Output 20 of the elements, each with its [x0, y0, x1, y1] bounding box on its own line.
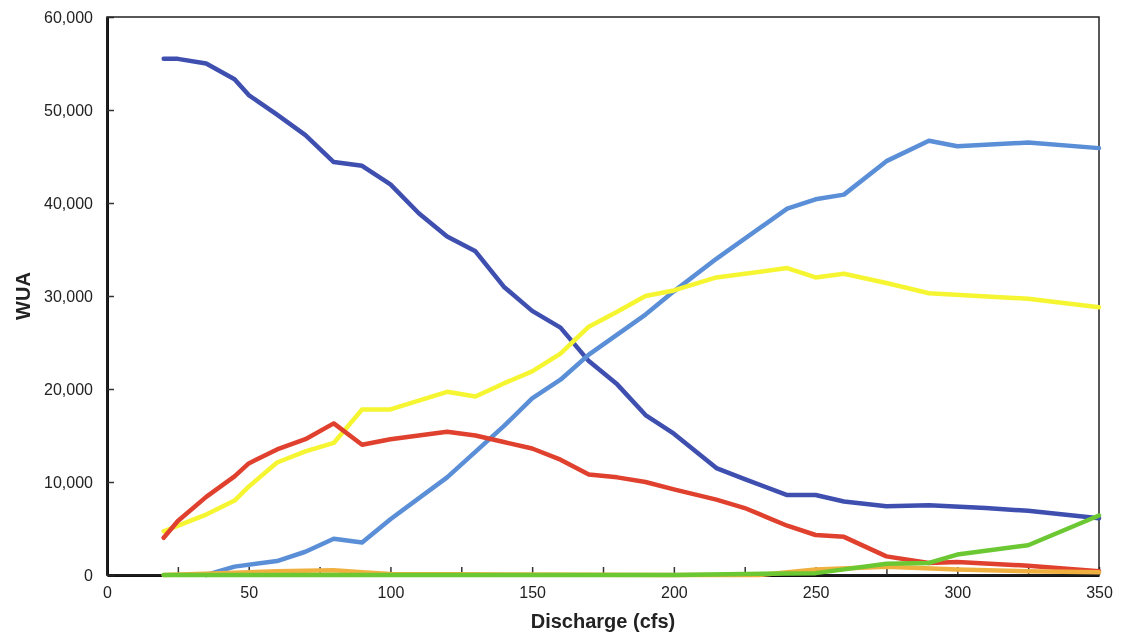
line-series	[161, 513, 1102, 578]
line-series	[161, 56, 1102, 521]
x-tick-label: 350	[1086, 584, 1113, 602]
x-tick-label: 300	[944, 584, 972, 602]
y-tick-label: 20,000	[44, 380, 94, 398]
y-tick-label: 50,000	[44, 101, 94, 119]
y-axis-title: WUA	[12, 272, 34, 320]
y-tick-label: 60,000	[44, 8, 94, 26]
x-tick-label: 150	[519, 584, 547, 602]
y-tick-label: 10,000	[44, 473, 94, 491]
x-tick-label: 100	[377, 584, 405, 602]
x-axis-title: Discharge (cfs)	[530, 610, 676, 632]
y-tick-label: 40,000	[44, 194, 94, 212]
y-tick-label: 0	[84, 566, 94, 584]
x-tick-label: 0	[103, 584, 113, 602]
x-tick-label: 50	[240, 584, 259, 602]
y-tick-label: 30,000	[44, 287, 94, 305]
x-tick-label: 200	[661, 584, 688, 602]
x-tick-label: 250	[802, 584, 830, 602]
line-series	[161, 265, 1102, 534]
